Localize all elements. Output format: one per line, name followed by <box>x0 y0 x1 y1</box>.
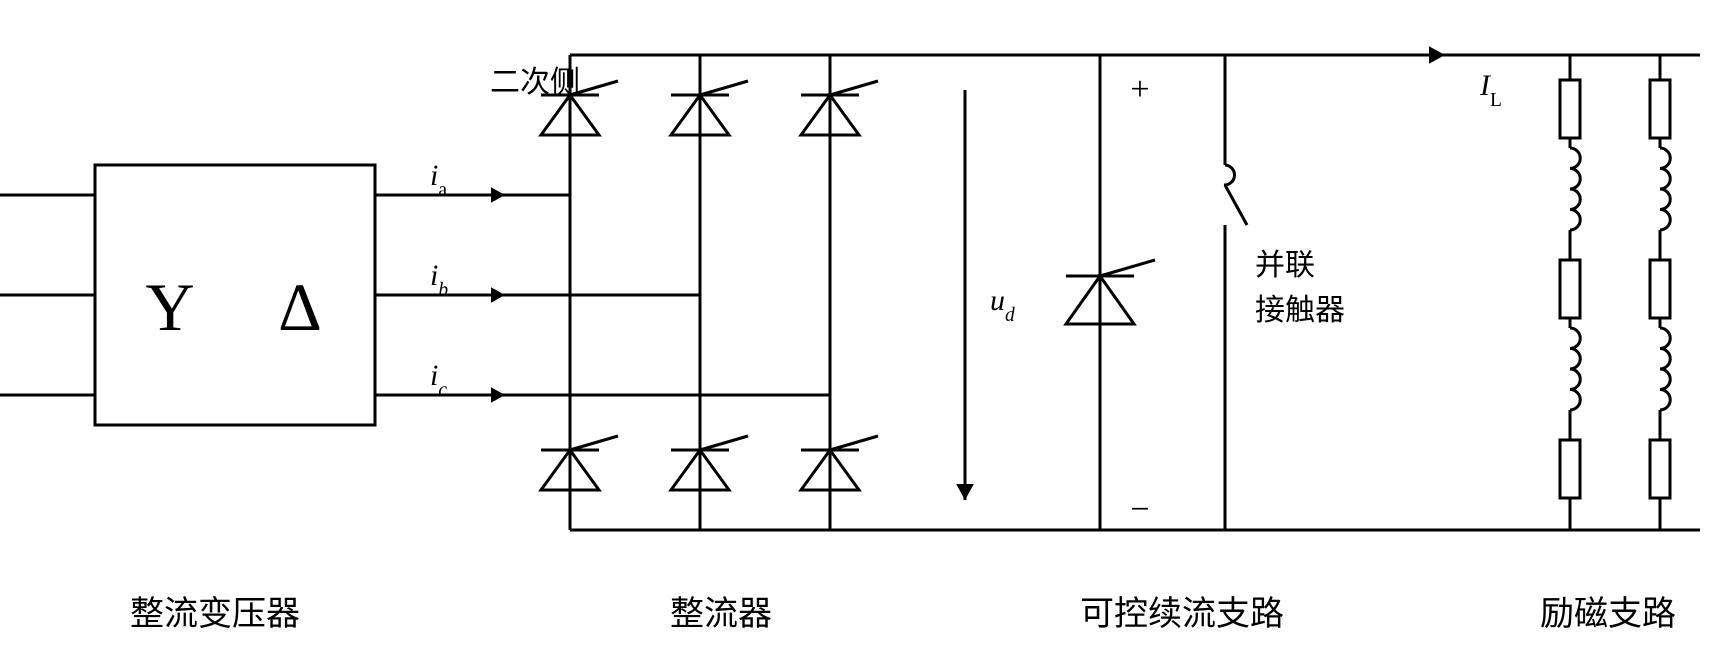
transformer-box <box>95 165 375 425</box>
contactor-label-2: 接触器 <box>1255 294 1345 327</box>
secondary-side-label: 二次侧 <box>490 66 580 99</box>
caption-3: 励磁支路 <box>1540 595 1676 633</box>
caption-2: 可控续流支路 <box>1080 595 1284 633</box>
delta-symbol: Δ <box>278 269 322 345</box>
il-label: IL <box>1479 69 1502 111</box>
wye-symbol: Y <box>145 269 194 345</box>
contactor-label-1: 并联 <box>1255 249 1315 282</box>
plus-sign: + <box>1130 71 1149 108</box>
minus-sign: − <box>1130 491 1149 528</box>
caption-1: 整流器 <box>670 595 772 633</box>
caption-0: 整流变压器 <box>130 595 300 633</box>
ud-label: ud <box>990 284 1015 326</box>
